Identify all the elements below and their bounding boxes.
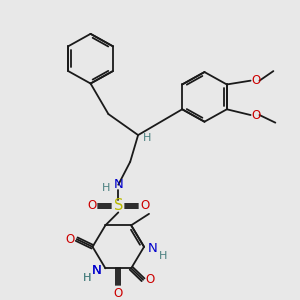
Text: O: O [251, 109, 260, 122]
Text: O: O [251, 74, 260, 87]
Text: S: S [114, 198, 123, 213]
Text: O: O [114, 286, 123, 300]
Text: N: N [92, 264, 101, 277]
Text: H: H [82, 273, 91, 283]
Text: O: O [140, 199, 150, 212]
Text: N: N [148, 242, 158, 255]
Text: O: O [65, 233, 74, 246]
Text: H: H [159, 251, 167, 261]
Text: O: O [146, 273, 154, 286]
Text: O: O [87, 199, 96, 212]
Text: H: H [102, 183, 111, 193]
Text: N: N [92, 264, 101, 277]
Text: N: N [113, 178, 123, 191]
Text: H: H [143, 133, 151, 143]
Text: H: H [82, 273, 91, 283]
